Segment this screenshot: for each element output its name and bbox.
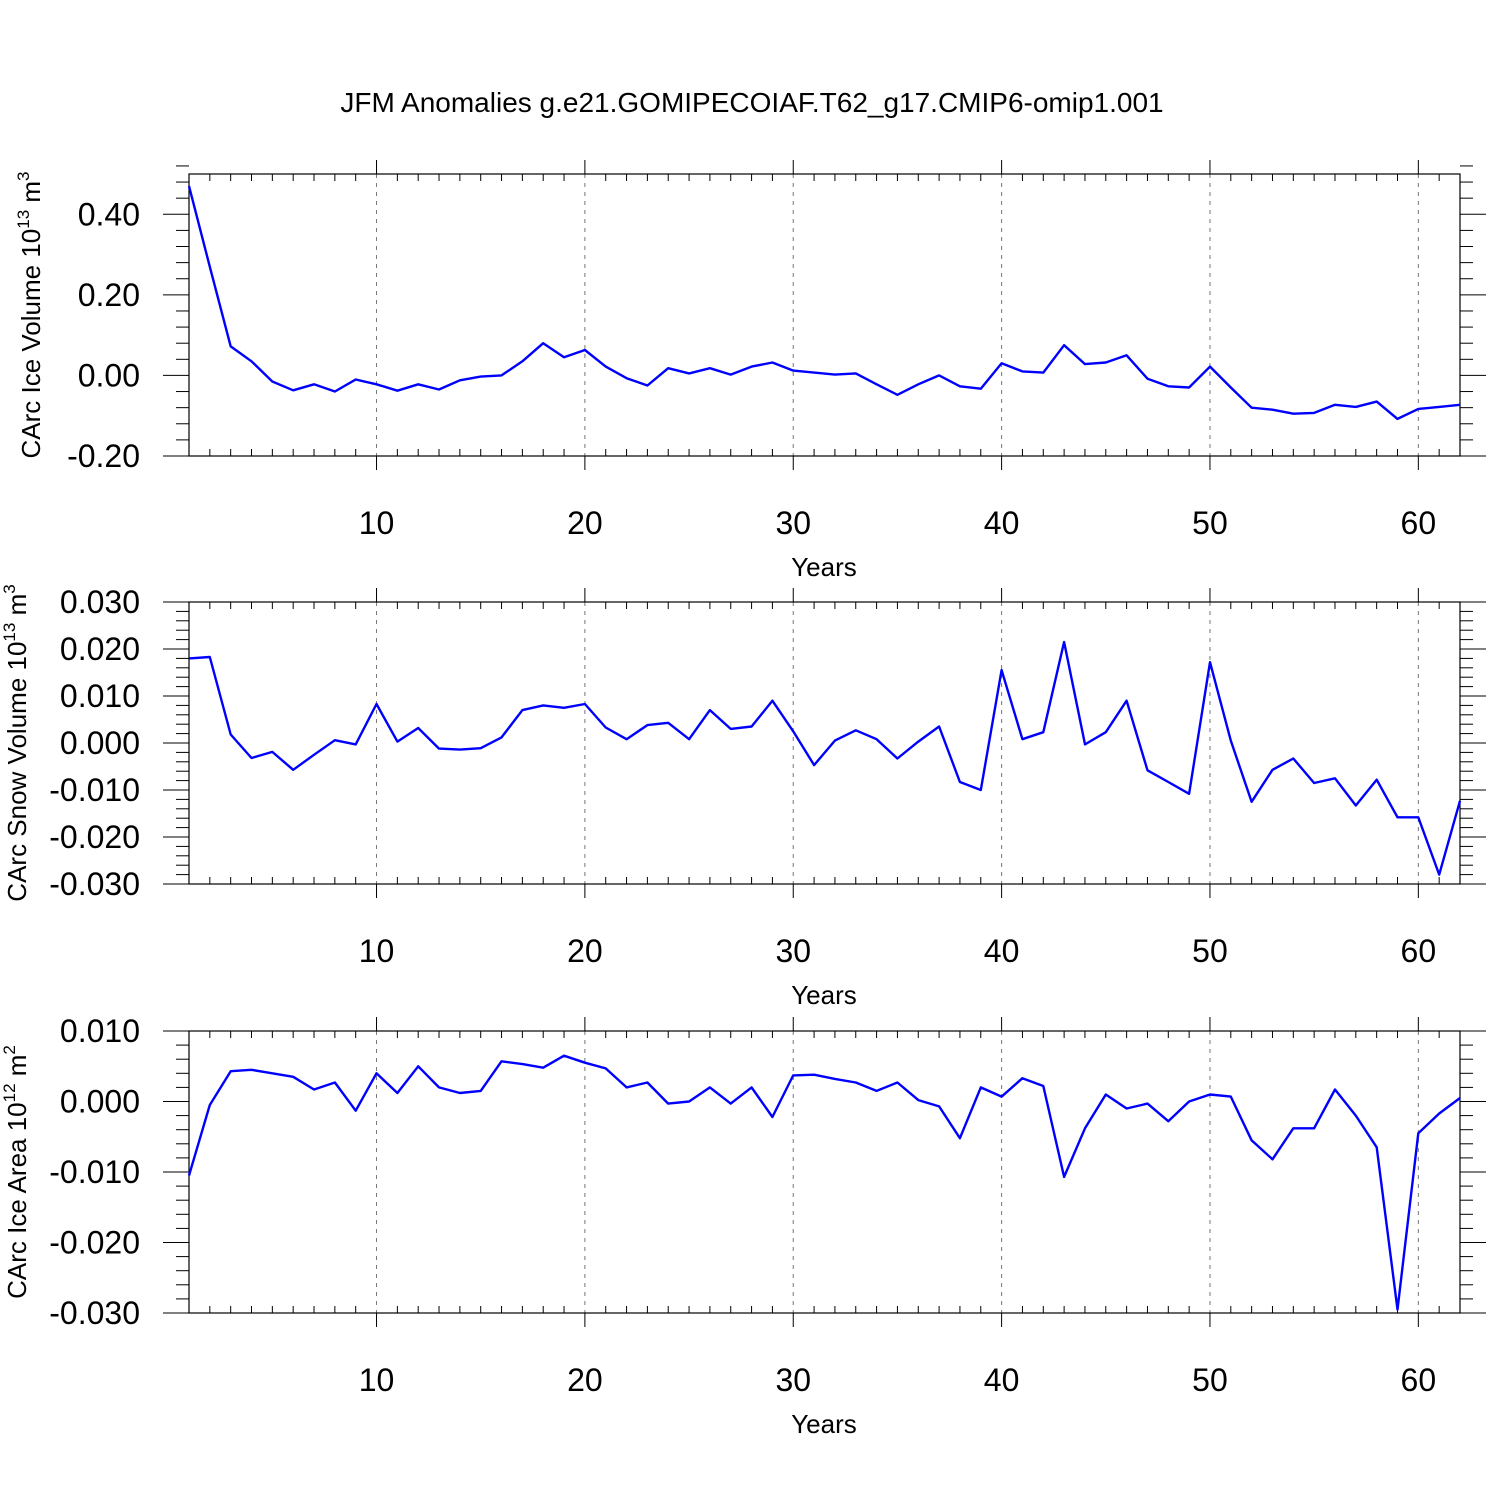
data-series-line	[188, 640, 1462, 876]
data-series-line	[187, 1054, 1461, 1311]
chart-panel-2: 10 20 30 40 50 60 -0.030 -0.020 -0.010 0.000 0.010…	[0, 584, 1486, 1010]
y-tick-label: -0.010	[49, 1154, 140, 1190]
y-tick-label: -0.010	[49, 772, 140, 808]
x-axis-title: Years	[791, 1409, 857, 1439]
plot-frame	[188, 1030, 1461, 1314]
x-tick-label: 30	[775, 933, 811, 969]
y-tick-label: 0.020	[60, 631, 140, 667]
x-tick-label: 60	[1401, 933, 1437, 969]
y-tick-label: 0.00	[78, 357, 140, 393]
y-tick-label: -0.20	[67, 438, 140, 474]
x-tick-label: 10	[359, 933, 395, 969]
x-tick-label: 50	[1192, 505, 1228, 541]
x-tick-label: 30	[775, 505, 811, 541]
x-axis-title: Years	[791, 980, 857, 1010]
x-axis-title: Years	[791, 552, 857, 582]
chart-panel-3: 10 20 30 40 50 60 -0.030 -0.020 -0.010 0.000 0.010…	[0, 1013, 1486, 1439]
plot-frame	[188, 173, 1461, 457]
x-tick-label: 40	[984, 1362, 1020, 1398]
x-tick-label: 50	[1192, 1362, 1228, 1398]
y-tick-label: -0.030	[49, 1295, 140, 1331]
y-tick-label: 0.40	[78, 196, 140, 232]
x-tick-label: 50	[1192, 933, 1228, 969]
y-tick-label: 0.030	[60, 584, 140, 620]
y-tick-label: -0.030	[49, 866, 140, 902]
y-tick-label: 0.010	[60, 678, 140, 714]
x-tick-label: 40	[984, 505, 1020, 541]
plot-frame	[188, 601, 1461, 885]
chart-title: JFM Anomalies g.e21.GOMIPECOIAF.T62_g17.…	[340, 87, 1163, 118]
y-tick-label: 0.20	[78, 277, 140, 313]
y-axis-title: CArc Ice Area 1012 m2	[0, 1045, 32, 1299]
y-tick-label: -0.020	[49, 819, 140, 855]
x-tick-label: 10	[359, 505, 395, 541]
x-tick-label: 30	[775, 1362, 811, 1398]
y-tick-label: 0.010	[60, 1013, 140, 1049]
y-tick-label: 0.000	[60, 725, 140, 761]
y-tick-label: 0.000	[60, 1084, 140, 1120]
y-tick-label: -0.020	[49, 1225, 140, 1261]
x-tick-label: 10	[359, 1362, 395, 1398]
x-tick-label: 40	[984, 933, 1020, 969]
x-tick-label: 20	[567, 1362, 603, 1398]
x-tick-label: 20	[567, 505, 603, 541]
x-tick-label: 60	[1401, 1362, 1437, 1398]
chart-panel-1: 10 20 30 40 50 60 -0.20 0.00 0.20 0.40 Years CArc I…	[14, 160, 1486, 582]
data-series-line	[187, 185, 1461, 421]
x-tick-label: 60	[1401, 505, 1437, 541]
x-tick-label: 20	[567, 933, 603, 969]
y-axis-title: CArc Ice Volume 1013 m3	[14, 171, 46, 458]
y-axis-title: CArc Snow Volume 1013 m3	[0, 584, 32, 901]
